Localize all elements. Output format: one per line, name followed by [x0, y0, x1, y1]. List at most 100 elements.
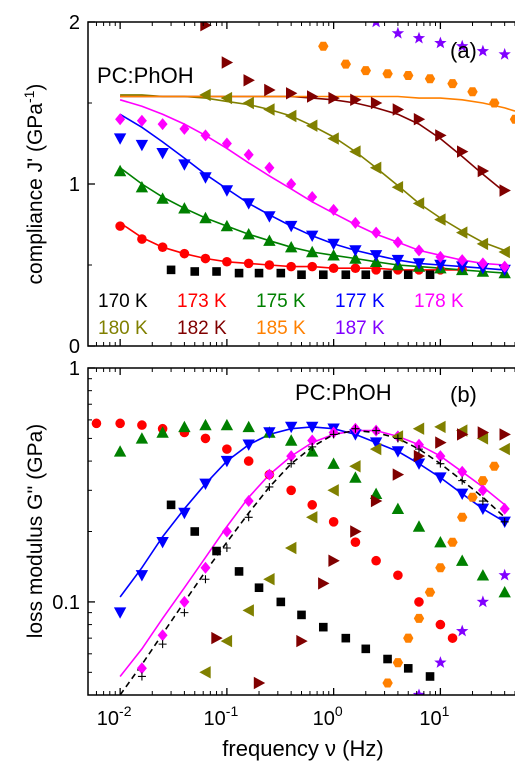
panel-a-point-177-k [220, 185, 234, 197]
panel-a-point-178-k [264, 161, 275, 174]
panel-a-point-170-k [212, 267, 221, 276]
tick-base: 10 [419, 708, 441, 730]
panel-b-point-175-k [135, 432, 149, 444]
x-axis-label: frequency ν (Hz) [222, 736, 383, 761]
panel-a-point-178-k [200, 129, 211, 142]
panel-a-point-187-k [498, 47, 511, 60]
panel-a-point-175-k [220, 219, 234, 232]
panel-b-point-reference [180, 608, 189, 617]
panel-a-point-182-k [350, 93, 362, 106]
legend-label-175-k: 175 K [256, 291, 306, 312]
panel-b-point-185-k [489, 461, 500, 471]
panel-b-point-180-k [263, 573, 275, 586]
panel-b-point-177-k [369, 437, 383, 449]
panel-a-y-tick-label: 1 [69, 174, 80, 196]
panel-a-point-175-k [327, 249, 340, 261]
panel-b-point-182-k [413, 449, 426, 463]
panel-a-point-185-k [318, 41, 329, 51]
panel-a-point-170-k [190, 267, 200, 276]
legend-label-177-k: 177 K [335, 291, 385, 312]
panel-a-point-180-k [306, 119, 318, 132]
panel-a-ylabel-text: compliance J' (GPa [24, 103, 47, 285]
panel-b-point-175-k [306, 445, 319, 457]
panel-a-point-178-k [243, 148, 254, 161]
panel-b-point-182-k [253, 676, 266, 690]
panel-b-point-173-k [243, 456, 254, 466]
panel-a-point-173-k [137, 234, 147, 244]
panel-b-point-187-k [412, 688, 426, 695]
panel-a-point-177-k [199, 172, 212, 184]
panel-a-point-180-k [199, 88, 211, 102]
panel-b-point-185-k [477, 476, 489, 486]
panel-a-point-187-k [476, 44, 489, 57]
panel-b-point-175-k [156, 426, 169, 438]
panel-b-point-185-k [371, 696, 381, 705]
panel-b-point-178-k [200, 561, 211, 574]
panel-b-point-173-k [435, 619, 446, 630]
panel-b-point-187-k [434, 656, 447, 668]
panel-a-ylabel-close: ) [24, 84, 47, 91]
panel-b-point-reference [478, 497, 487, 506]
panel-a-point-185-k [509, 114, 515, 124]
panel-b-point-185-k [392, 658, 404, 668]
panel-a-point-177-k [327, 238, 340, 251]
panel-a-point-175-k [349, 252, 362, 264]
panel-b-point-180-k [349, 460, 361, 473]
panel-a-point-178-k [350, 216, 361, 229]
panel-a-point-185-k [424, 74, 436, 84]
panel-a-point-173-k [243, 258, 254, 269]
panel-a-point-175-k [263, 234, 276, 246]
panel-b-point-180-k [242, 604, 254, 617]
panel-b-point-182-k [350, 525, 362, 538]
panel-b-point-170-k [190, 527, 200, 536]
panel-b-point-173-k [414, 597, 424, 607]
panel-b-point-187-k [476, 595, 489, 608]
panel-a-point-170-k [166, 265, 176, 275]
panel-b-point-175-k [349, 471, 362, 483]
panel-a-point-177-k [113, 133, 127, 145]
panel-a-point-180-k [391, 181, 404, 194]
panel-b-point-180-k [434, 420, 446, 434]
panel-b-ylabel: loss modulus G'' (GPa) [24, 424, 47, 639]
panel-b-point-185-k [413, 613, 425, 623]
panel-a-point-178-k [221, 137, 232, 150]
panel-b-point-177-k [156, 537, 169, 549]
panel-a-point-182-k [221, 56, 234, 69]
panel-a-point-178-k [435, 250, 446, 263]
panel-b-point-182-k [477, 426, 490, 439]
panel-b-point-185-k [457, 512, 468, 522]
panel-a-point-182-k [499, 184, 511, 197]
panel-b-point-173-k [307, 500, 318, 510]
panel-a-point-170-k [403, 270, 413, 280]
panel-b-point-177-k [349, 429, 362, 441]
panel-a-point-180-k [456, 226, 468, 239]
panel-a-point-175-k [113, 164, 127, 177]
panel-a-point-180-k [476, 237, 489, 251]
panel-b-point-177-k [220, 455, 234, 468]
panel-b-point-178-k [457, 465, 468, 478]
panel-b-point-175-k [199, 418, 212, 431]
panel-b-point-173-k [222, 444, 232, 454]
panel-b-point-170-k [341, 633, 351, 643]
panel-b-point-170-k [212, 546, 221, 556]
legend-label-173-k: 173 K [177, 291, 227, 312]
panel-a-point-182-k [286, 87, 298, 100]
panel-b-point-180-k [412, 422, 425, 435]
panel-b-point-182-k [435, 436, 447, 449]
panel-a-point-185-k [382, 69, 393, 79]
panel-b-point-182-k [296, 634, 308, 648]
panel-a: 0 1 2 (a) PC:PhOH compliance J' (GPa-1) 17… [21, 12, 515, 358]
panel-b-point-178-k [286, 450, 297, 463]
panel-b-point-reference [244, 513, 253, 522]
panel-b-point-173-k [91, 418, 102, 429]
panel-a-point-182-k [392, 103, 405, 116]
panel-a-point-187-k [456, 39, 469, 52]
panel-a-point-182-k [307, 90, 319, 103]
panel-a-point-180-k [369, 161, 382, 174]
panel-b-point-182-k [318, 577, 330, 590]
panel-a-point-178-k [307, 191, 318, 203]
panel-b-point-178-k [179, 595, 190, 608]
panel-b-point-178-k [414, 438, 424, 451]
panel-a-point-187-k [372, 22, 380, 28]
